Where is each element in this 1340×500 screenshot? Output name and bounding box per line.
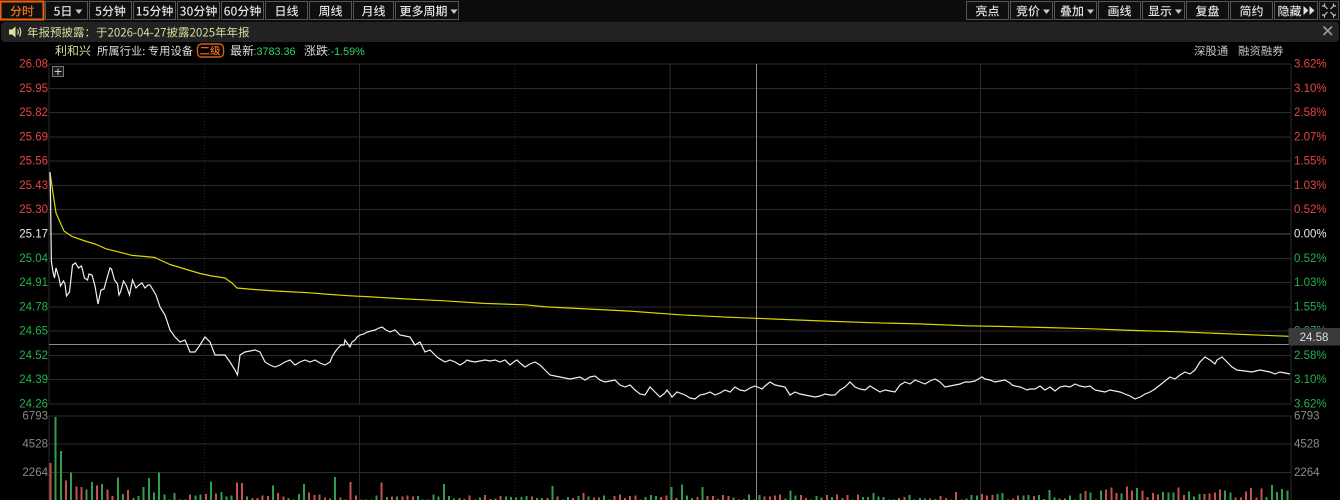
- svg-text:24.52: 24.52: [19, 350, 48, 362]
- svg-text:1.03%: 1.03%: [1294, 277, 1327, 289]
- svg-text:26.08: 26.08: [19, 59, 48, 71]
- svg-text:25.30: 25.30: [19, 204, 48, 216]
- svg-text:24.65: 24.65: [19, 326, 48, 338]
- svg-text:1.55%: 1.55%: [1294, 156, 1327, 168]
- svg-text:2.58%: 2.58%: [1294, 107, 1327, 119]
- svg-text:4528: 4528: [22, 439, 48, 451]
- svg-text:0.52%: 0.52%: [1294, 204, 1327, 216]
- svg-text:2.58%: 2.58%: [1294, 350, 1327, 362]
- svg-text:25.82: 25.82: [19, 107, 48, 119]
- svg-text:24.39: 24.39: [19, 374, 48, 386]
- svg-text:6793: 6793: [22, 411, 48, 423]
- svg-text:1.03%: 1.03%: [1294, 180, 1327, 192]
- svg-text:2264: 2264: [1294, 467, 1320, 479]
- svg-text:25.04: 25.04: [19, 253, 48, 265]
- svg-text:25.95: 25.95: [19, 83, 48, 95]
- svg-text:25.17: 25.17: [19, 229, 48, 241]
- svg-text:2264: 2264: [22, 467, 48, 479]
- svg-text:3.62%: 3.62%: [1294, 59, 1327, 71]
- svg-text:24.26: 24.26: [19, 399, 48, 411]
- svg-text:3.10%: 3.10%: [1294, 374, 1327, 386]
- svg-text:4528: 4528: [1294, 439, 1320, 451]
- svg-text:25.43: 25.43: [19, 180, 48, 192]
- svg-text:6793: 6793: [1294, 411, 1320, 423]
- svg-text:25.69: 25.69: [19, 131, 48, 143]
- svg-text:25.56: 25.56: [19, 156, 48, 168]
- svg-text:3.62%: 3.62%: [1294, 399, 1327, 411]
- svg-text:1.55%: 1.55%: [1294, 301, 1327, 313]
- svg-text:24.91: 24.91: [19, 277, 48, 289]
- svg-text::-1.59%: :-1.59%: [328, 46, 366, 58]
- svg-text:3.10%: 3.10%: [1294, 83, 1327, 95]
- svg-text:0.00%: 0.00%: [1294, 229, 1327, 241]
- svg-text::3783.36: :3783.36: [254, 46, 296, 58]
- svg-text:24.58: 24.58: [1300, 332, 1329, 344]
- svg-text:0.52%: 0.52%: [1294, 253, 1327, 265]
- svg-text:2.07%: 2.07%: [1294, 131, 1327, 143]
- svg-text:24.78: 24.78: [19, 301, 48, 313]
